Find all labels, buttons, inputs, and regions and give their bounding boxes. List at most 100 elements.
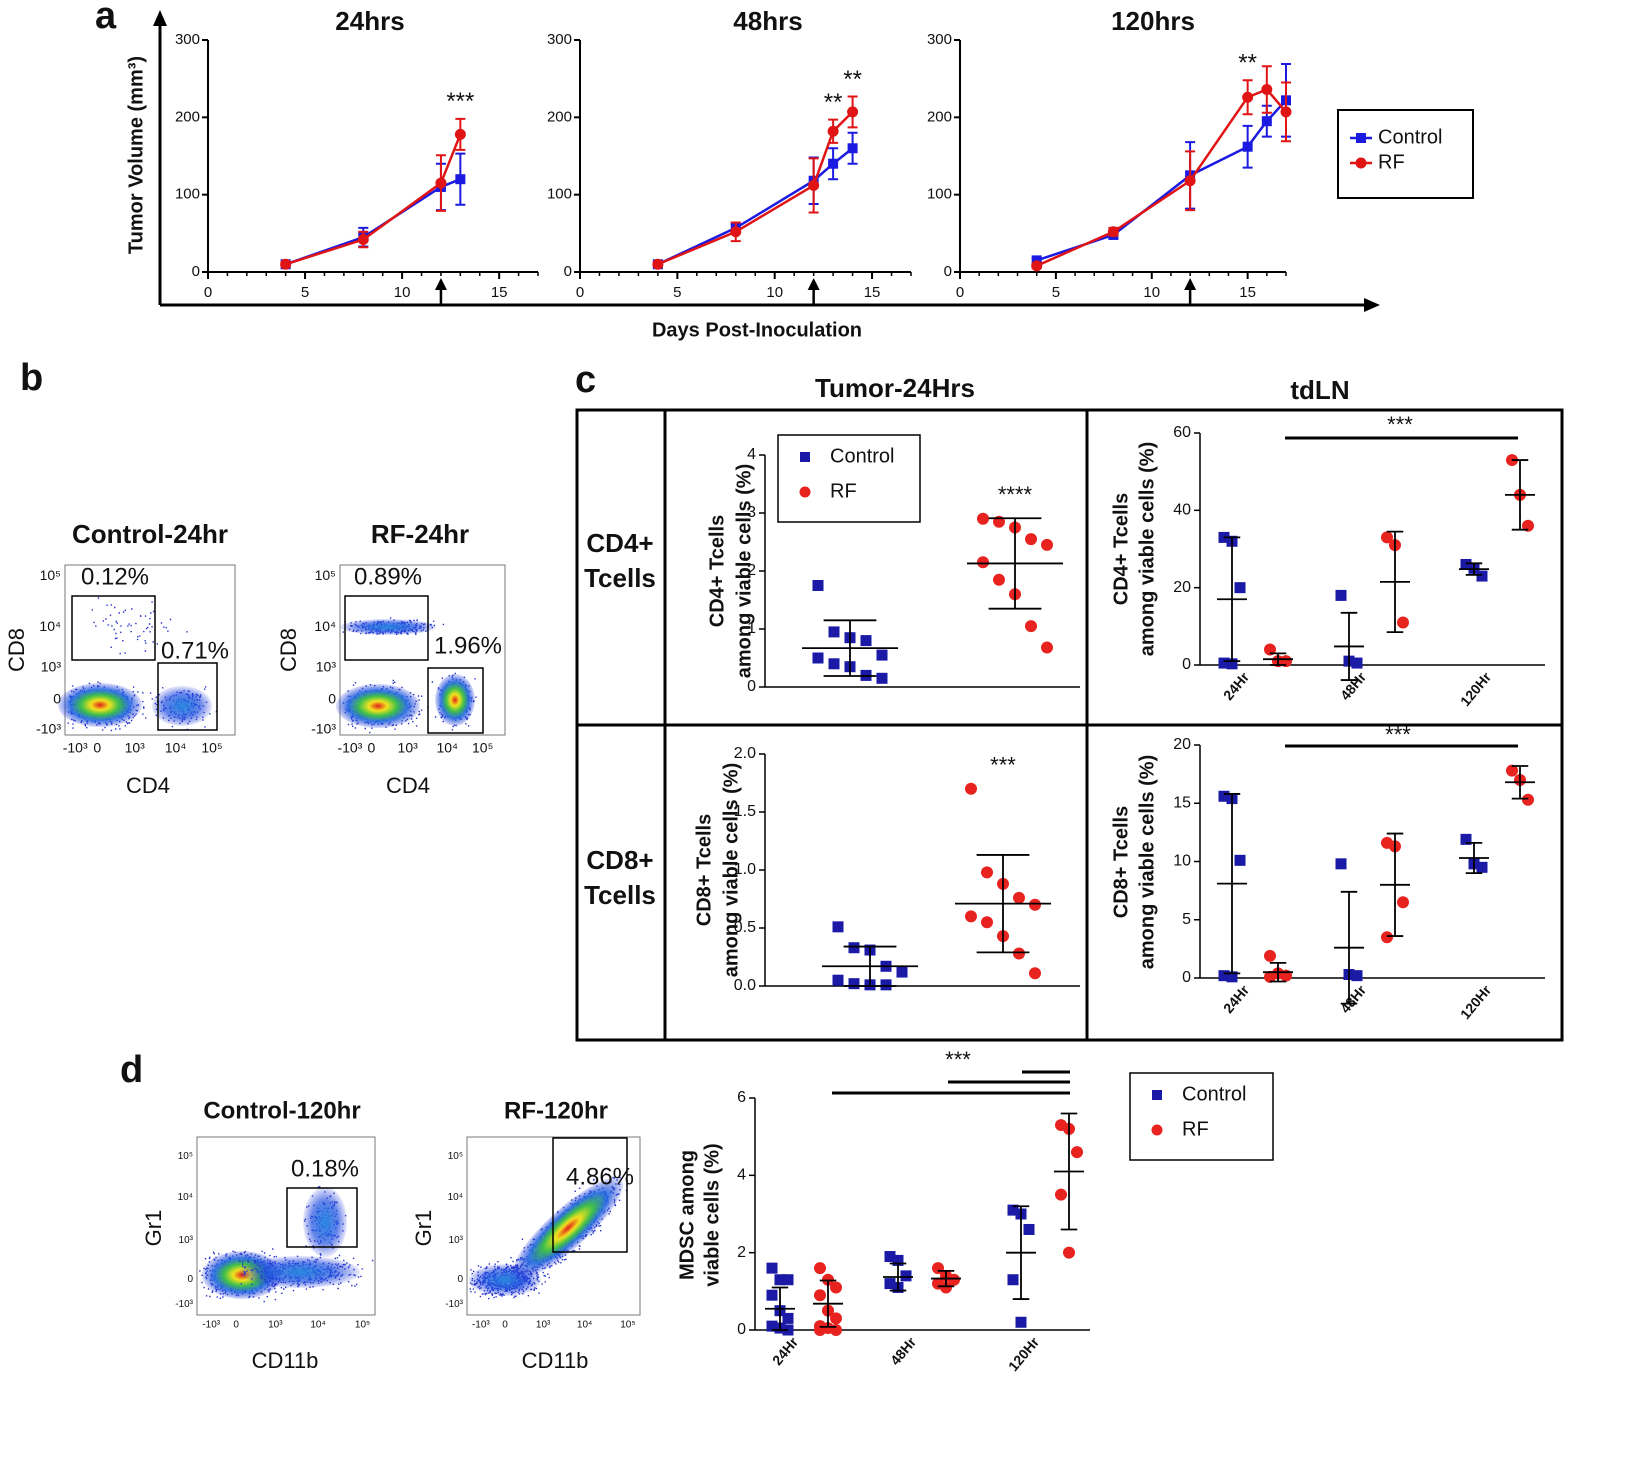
- series-line: [285, 178, 461, 266]
- marker: [1025, 533, 1037, 546]
- flow-y-tick: 0: [53, 691, 61, 707]
- column-header: tdLN: [1290, 375, 1349, 405]
- gate: [344, 595, 429, 661]
- marker: [828, 658, 840, 670]
- marker: [1226, 658, 1238, 670]
- marker: [454, 128, 466, 140]
- legend-box: [777, 434, 921, 523]
- flow-density: [303, 1187, 347, 1257]
- marker: [1351, 970, 1363, 982]
- marker: [892, 1254, 904, 1266]
- y-tick-label: 0: [564, 263, 572, 280]
- marker: [884, 1251, 896, 1263]
- category-label: 24Hr: [769, 1334, 802, 1369]
- y-tick-label: 0: [737, 1321, 746, 1338]
- marker: [1218, 657, 1230, 669]
- gate-percent: 0.71%: [161, 637, 229, 664]
- y-tick-label: 60: [1173, 424, 1191, 441]
- marker: [814, 1262, 826, 1275]
- flow-x-tick: 10⁴: [165, 740, 187, 756]
- marker: [848, 942, 860, 954]
- flow-x-tick: 0: [93, 740, 101, 756]
- flow-y-tick: 10⁴: [178, 1192, 193, 1203]
- legend-label: RF: [830, 480, 857, 502]
- marker: [730, 226, 742, 238]
- legend-label: Control: [1182, 1083, 1246, 1105]
- flow-y-tick: -10³: [175, 1299, 193, 1310]
- flow-y-tick: 0: [457, 1274, 463, 1285]
- x-tick-label: 0: [576, 284, 584, 301]
- marker: [1242, 91, 1254, 103]
- legend-box: [1337, 109, 1474, 199]
- y-tick-label: 300: [175, 31, 200, 48]
- y-tick-label: 20: [1173, 736, 1191, 753]
- series-line: [1036, 99, 1287, 262]
- marker: [876, 672, 888, 684]
- x-tick-label: 10: [766, 284, 783, 301]
- marker: [827, 125, 839, 137]
- flow-y-tick: 10⁵: [40, 567, 61, 583]
- flow-title: RF-24hr: [371, 519, 469, 549]
- flow-title: Control-120hr: [203, 1097, 360, 1124]
- marker: [1355, 157, 1367, 169]
- flow-y-tick: 10⁴: [39, 618, 61, 634]
- y-tick-label: 10: [1173, 853, 1191, 870]
- category-label: 120Hr: [1005, 1334, 1043, 1375]
- marker: [1242, 141, 1253, 152]
- marker: [830, 1324, 842, 1336]
- significance: **: [843, 66, 862, 93]
- marker: [832, 921, 844, 933]
- y-tick-label: 6: [737, 1089, 746, 1106]
- marker: [1152, 1090, 1162, 1100]
- flow-x-tick: 10⁴: [436, 740, 458, 756]
- marker: [1218, 970, 1230, 982]
- chart-title: 24hrs: [335, 6, 404, 36]
- y-tick-label: 0: [944, 263, 952, 280]
- flow-x-tick: 10³: [125, 740, 146, 756]
- marker: [1031, 260, 1043, 272]
- marker: [830, 1312, 842, 1325]
- marker: [799, 486, 811, 498]
- flow-x-tick: -10³: [337, 740, 362, 756]
- gate-percent: 0.89%: [354, 563, 422, 590]
- legend-label: Control: [1378, 126, 1442, 148]
- row-header: CD4+: [586, 528, 653, 558]
- marker: [1029, 967, 1041, 980]
- marker: [1261, 83, 1273, 95]
- marker: [896, 966, 908, 978]
- treatment-arrow-head: [807, 278, 820, 290]
- flow-density: [152, 686, 212, 726]
- marker: [1025, 620, 1037, 633]
- y-tick-label: 1: [747, 620, 756, 637]
- gate-percent: 4.86%: [566, 1163, 634, 1190]
- y-tick-label: 15: [1173, 794, 1191, 811]
- marker: [814, 1289, 826, 1302]
- x-tick-label: 5: [301, 284, 309, 301]
- marker: [1218, 790, 1230, 802]
- flow-x-tick: 0: [233, 1320, 239, 1331]
- y-tick-label: 300: [927, 31, 952, 48]
- gate-percent: 0.18%: [291, 1155, 359, 1182]
- marker: [1007, 1274, 1019, 1286]
- category-label: 24Hr: [1220, 982, 1253, 1017]
- flow-density: [240, 1256, 360, 1288]
- marker: [1264, 970, 1276, 983]
- flow-x-tick: 10⁵: [620, 1320, 635, 1331]
- marker: [1234, 582, 1246, 594]
- marker: [940, 1281, 952, 1294]
- marker: [848, 978, 860, 990]
- marker: [1226, 971, 1238, 983]
- series-line: [285, 133, 462, 266]
- flow-title: Control-24hr: [72, 519, 228, 549]
- gate: [552, 1137, 628, 1253]
- y-tick-label: 100: [547, 186, 572, 203]
- y-tick-label: 0.5: [734, 919, 756, 936]
- marker: [1015, 1316, 1027, 1328]
- flow-x-tick: 10³: [268, 1320, 283, 1331]
- marker: [880, 979, 892, 991]
- marker: [1460, 558, 1472, 570]
- y-tick-label: 1.5: [734, 803, 756, 820]
- category-label: 48Hr: [1337, 982, 1370, 1017]
- flow-y-label: CD8: [4, 628, 29, 672]
